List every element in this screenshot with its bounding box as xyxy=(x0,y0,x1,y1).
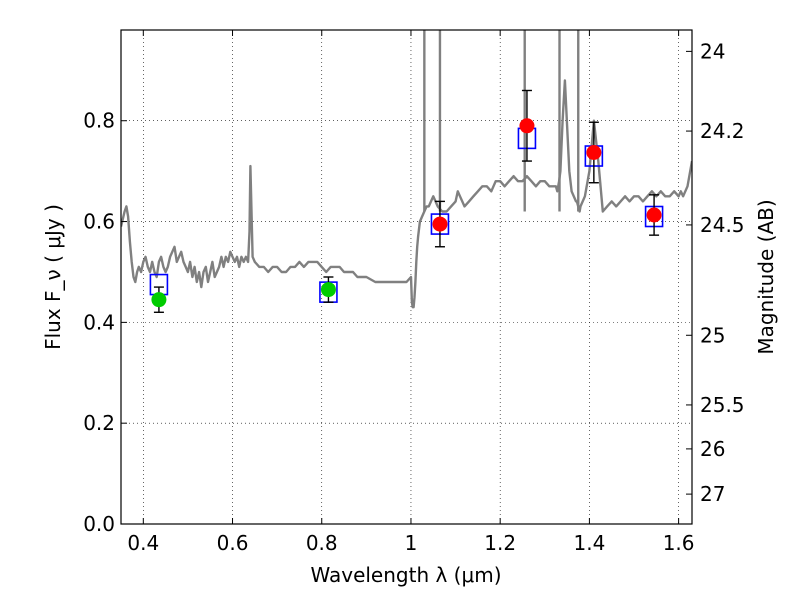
right-tick-label: 25 xyxy=(700,323,725,347)
x-tick-label: 0.8 xyxy=(306,531,338,555)
x-tick-label: 0.6 xyxy=(217,531,249,555)
observed-flux-point xyxy=(586,144,602,160)
y-tick-label: 0.2 xyxy=(83,411,115,435)
right-tick-label: 27 xyxy=(700,482,725,506)
y-tick-label: 0.6 xyxy=(83,210,115,234)
template-spectrum xyxy=(121,30,692,309)
plot-area xyxy=(121,30,692,313)
x-axis-title: Wavelength λ (μm) xyxy=(310,563,501,587)
observed-flux-point xyxy=(320,282,336,298)
observed-flux-point xyxy=(646,207,662,223)
x-tick-label: 1.4 xyxy=(573,531,605,555)
observed-flux-point xyxy=(432,216,448,232)
y-axis: 0.0 0.2 0.4 0.6 0.8 xyxy=(83,109,127,536)
right-tick-label: 24.2 xyxy=(700,119,745,143)
right-axis: 24 24.2 24.5 25 25.5 26 27 xyxy=(686,39,745,506)
photometry-markers xyxy=(149,89,664,313)
x-tick-label: 0.4 xyxy=(127,531,159,555)
plot-background xyxy=(121,30,692,524)
right-tick-label: 24 xyxy=(700,39,725,63)
right-tick-label: 24.5 xyxy=(700,213,745,237)
y-tick-label: 0.0 xyxy=(83,512,115,536)
right-axis-title: Magnitude (AB) xyxy=(754,199,778,354)
plot-frame xyxy=(120,29,693,525)
x-tick-label: 1 xyxy=(405,531,418,555)
y-tick-label: 0.4 xyxy=(83,310,115,334)
x-tick-label: 1.6 xyxy=(663,531,695,555)
x-axis: 0.4 0.6 0.8 1 1.2 1.4 1.6 xyxy=(127,30,695,555)
right-tick-label: 26 xyxy=(700,437,725,461)
y-axis-title: Flux F_ν ( μJy ) xyxy=(41,204,65,350)
x-tick-label: 1.2 xyxy=(484,531,516,555)
y-tick-label: 0.8 xyxy=(83,109,115,133)
right-tick-label: 25.5 xyxy=(700,393,745,417)
observed-flux-point xyxy=(519,118,535,134)
observed-flux-point xyxy=(151,292,167,308)
